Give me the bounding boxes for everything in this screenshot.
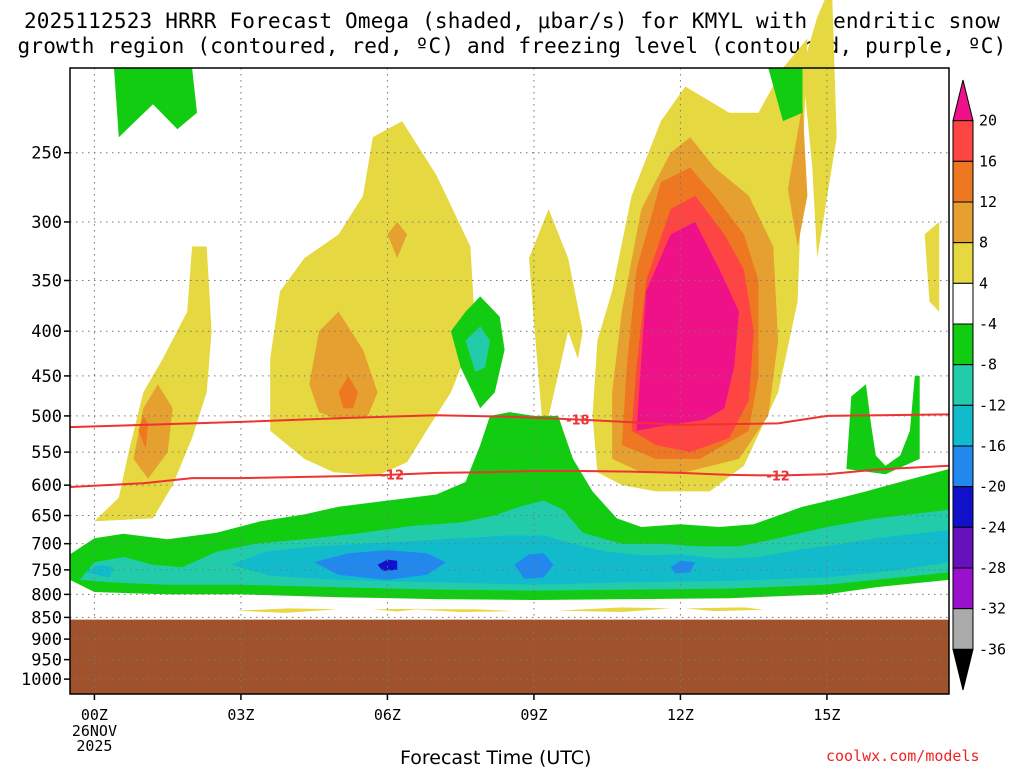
y-tick-label-450: 450 <box>31 367 62 387</box>
y-tick-label-300: 300 <box>31 213 62 233</box>
colorbar-bin-3 <box>952 201 974 244</box>
omega-area-8-0 <box>133 384 173 479</box>
x-tick-sublabel-0: 26NOV <box>72 722 117 740</box>
omega-area-4-8 <box>558 607 671 612</box>
omega-area-4-5 <box>924 222 940 312</box>
colorbar-label-12: 12 <box>979 193 997 211</box>
grid-lines <box>70 68 949 694</box>
x-tick-label-15Z: 15Z <box>813 706 840 724</box>
omega-area-8-1 <box>309 311 378 420</box>
colorbar-bin-13 <box>952 608 974 650</box>
x-tick-label-06Z: 06Z <box>374 706 401 724</box>
colorbar-label-16: 16 <box>979 152 997 170</box>
colorbar-label-20: 20 <box>979 112 997 130</box>
colorbar-bin-4 <box>952 242 974 284</box>
contour-label--12-0: -12 <box>381 469 405 484</box>
colorbar-label-m28: -28 <box>979 559 1006 577</box>
omega-area-4-1 <box>270 121 476 476</box>
colorbar-bin-1 <box>952 120 974 162</box>
colorbar-bin-6 <box>952 323 974 366</box>
plot-frame <box>69 67 950 695</box>
omega-area-12-1 <box>338 375 359 409</box>
omega-area-4-0 <box>94 246 212 522</box>
colorbar-bin-8 <box>952 404 974 447</box>
x-tick-label-12Z: 12Z <box>667 706 694 724</box>
x-axis-title: Forecast Time (UTC) <box>400 747 592 769</box>
y-tick-label-750: 750 <box>31 561 62 581</box>
x-tick-sublabel-1: 2025 <box>76 737 112 755</box>
y-tick-label-1000: 1000 <box>21 670 62 690</box>
colorbar-bin-12 <box>952 567 974 610</box>
omega-shading <box>70 0 950 613</box>
colorbar-label-m24: -24 <box>979 518 1006 536</box>
omega-area-4-10 <box>411 609 515 612</box>
colorbar-bin-11 <box>952 526 974 569</box>
omega-area-4-2 <box>529 209 583 438</box>
colorbar-label-m12: -12 <box>979 396 1006 414</box>
x-tick-label-00Z: 00Z <box>81 706 108 724</box>
omega-area-m8-1 <box>465 326 490 372</box>
omega-area-20-0 <box>636 222 739 431</box>
y-tick-label-850: 850 <box>31 608 62 628</box>
colorbar-label-m4: -4 <box>979 315 997 333</box>
y-tick-label-550: 550 <box>31 443 62 463</box>
omega-area-m4-1 <box>114 68 197 138</box>
omega-area-4-4 <box>802 0 837 259</box>
colorbar-label-m36: -36 <box>979 640 1006 658</box>
y-tick-label-600: 600 <box>31 476 62 496</box>
omega-area-4-7 <box>372 608 422 612</box>
terrain-below-surface <box>70 619 949 694</box>
contour-label--18-0: -18 <box>566 413 590 428</box>
y-tick-label-250: 250 <box>31 144 62 164</box>
ground-fill <box>70 619 949 694</box>
y-axis: 2503003504004505005506006507007508008509… <box>21 144 70 690</box>
colorbar-label-m32: -32 <box>979 600 1006 618</box>
chart-title-line1: 2025112523 HRRR Forecast Omega (shaded, … <box>23 9 1001 33</box>
omega-area-8-4 <box>787 104 808 247</box>
colorbar: 20 16 12 8 4 -4 -8 -12 -16 -20 -24 -28 -32 -36 <box>952 79 1006 691</box>
omega-area-4-9 <box>685 607 764 612</box>
y-tick-label-800: 800 <box>31 585 62 605</box>
omega-area-m12-1 <box>84 564 114 578</box>
contour-line--18 <box>69 413 950 429</box>
x-tick-label-03Z: 03Z <box>227 706 254 724</box>
colorbar-label-m8: -8 <box>979 356 997 374</box>
colorbar-bin-2 <box>952 160 974 203</box>
contour-label--12-1: -12 <box>766 470 790 485</box>
y-tick-label-650: 650 <box>31 507 62 527</box>
colorbar-bin-9 <box>952 445 974 488</box>
colorbar-bin-7 <box>952 364 974 406</box>
colorbar-top-triangle <box>952 79 974 122</box>
omega-area-8-2 <box>387 222 407 259</box>
colorbar-bin-5 <box>952 282 974 325</box>
y-tick-label-700: 700 <box>31 535 62 555</box>
colorbar-label-8: 8 <box>979 234 988 252</box>
omega-area-4-6 <box>236 608 339 613</box>
y-tick-label-950: 950 <box>31 651 62 671</box>
y-tick-label-900: 900 <box>31 630 62 650</box>
colorbar-label-m16: -16 <box>979 437 1006 455</box>
colorbar-bottom-triangle <box>952 648 974 691</box>
omega-area-m20-0 <box>377 559 398 571</box>
colorbar-label-4: 4 <box>979 274 988 292</box>
source-credit[interactable]: coolwx.com/models <box>826 747 980 765</box>
colorbar-bin-10 <box>952 486 974 528</box>
dsgz-contours: -18 -12 -12 <box>69 413 950 488</box>
y-tick-label-400: 400 <box>31 322 62 342</box>
contour-line--12 <box>69 464 950 488</box>
colorbar-label-m20: -20 <box>979 478 1006 496</box>
x-tick-label-09Z: 09Z <box>520 706 547 724</box>
omega-area-m4-2 <box>768 68 803 122</box>
y-tick-label-500: 500 <box>31 407 62 427</box>
y-tick-label-350: 350 <box>31 271 62 291</box>
omega-area-m4-3 <box>846 375 920 475</box>
